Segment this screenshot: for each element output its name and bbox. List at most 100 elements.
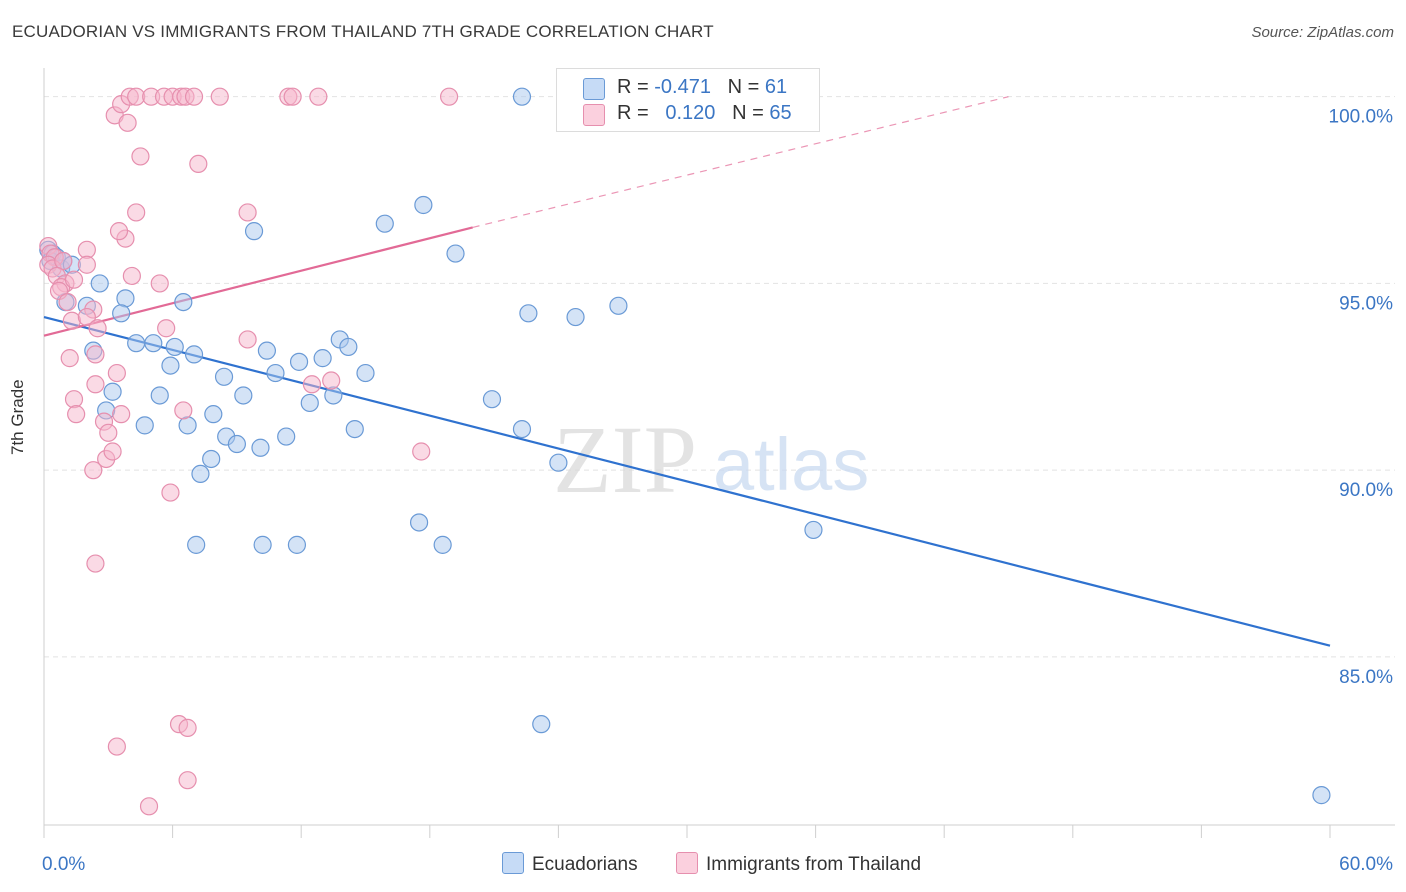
y-tick-label-0: 100.0% xyxy=(1329,107,1394,128)
point-0-41 xyxy=(202,449,221,469)
point-1-31 xyxy=(112,405,131,424)
n-label: N = xyxy=(727,76,760,98)
point-1-42 xyxy=(412,442,431,461)
point-0-20 xyxy=(234,386,253,405)
point-1-5 xyxy=(54,251,73,271)
point-1-37 xyxy=(161,483,180,502)
point-0-27 xyxy=(289,352,309,371)
point-1-66 xyxy=(139,797,159,816)
point-1-13 xyxy=(58,293,77,312)
point-0-37 xyxy=(227,434,246,454)
point-0-32 xyxy=(300,393,319,413)
point-0-52 xyxy=(549,453,568,472)
point-1-57 xyxy=(283,87,302,106)
point-0-38 xyxy=(251,438,270,457)
point-0-30 xyxy=(339,337,358,357)
point-0-13 xyxy=(127,334,146,353)
chart-title: ECUADORIAN VS IMMIGRANTS FROM THAILAND 7… xyxy=(12,22,714,41)
point-1-32 xyxy=(99,423,118,442)
point-1-27 xyxy=(107,363,126,383)
point-1-24 xyxy=(86,345,105,364)
point-0-40 xyxy=(345,419,364,439)
data-points xyxy=(39,87,1331,816)
trend-lines xyxy=(43,96,1331,647)
point-1-59 xyxy=(439,87,459,106)
y-tick-label-3: 85.0% xyxy=(1339,667,1393,688)
point-0-34 xyxy=(135,416,154,435)
point-0-46 xyxy=(519,304,538,323)
point-1-16 xyxy=(77,307,96,327)
point-1-22 xyxy=(150,274,169,293)
point-1-19 xyxy=(109,222,129,241)
point-1-25 xyxy=(60,349,79,368)
point-1-55 xyxy=(210,87,229,106)
point-1-20 xyxy=(127,203,146,222)
legend-swatch-blue xyxy=(502,852,524,874)
point-0-33 xyxy=(324,386,343,405)
point-1-17 xyxy=(88,319,107,338)
point-0-51 xyxy=(512,419,532,439)
y-tick-label-2: 90.0% xyxy=(1339,480,1393,501)
point-1-41 xyxy=(322,371,341,390)
point-0-47 xyxy=(566,307,585,327)
trend-line-0 xyxy=(43,315,1331,647)
r-value-ecuadorians: -0.471 xyxy=(654,76,711,98)
point-0-56 xyxy=(409,513,429,532)
legend-swatch-pink xyxy=(676,852,698,874)
point-1-61 xyxy=(189,154,208,174)
point-1-12 xyxy=(77,255,96,274)
point-0-43 xyxy=(375,214,394,233)
legend-swatch-blue xyxy=(583,78,605,100)
n-value-ecuadorians: 61 xyxy=(764,76,788,98)
point-1-15 xyxy=(62,311,81,330)
r-label: R = xyxy=(617,76,649,98)
series-1 xyxy=(39,87,459,816)
point-1-39 xyxy=(238,330,257,349)
watermark: ZIP atlas xyxy=(553,406,869,513)
point-0-60 xyxy=(532,715,551,734)
point-0-53 xyxy=(187,535,206,554)
watermark-atlas: atlas xyxy=(713,423,869,506)
tick-labels: 100.0% 95.0% 90.0% 85.0% 0.0% 60.0% xyxy=(42,107,1393,875)
point-0-26 xyxy=(266,363,285,383)
n-value-thailand: 65 xyxy=(769,102,792,124)
point-1-33 xyxy=(174,401,193,420)
point-0-61 xyxy=(1312,786,1331,805)
point-0-57 xyxy=(433,535,452,554)
legend-swatch-pink xyxy=(583,104,605,126)
point-1-29 xyxy=(67,405,86,424)
point-0-25 xyxy=(257,341,277,360)
point-1-63 xyxy=(178,718,197,737)
y-axis-label: 7th Grade xyxy=(8,379,27,455)
correlation-legend: R = -0.471 N = 61 R = 0.120 N = 65 xyxy=(556,68,820,132)
axes xyxy=(43,68,1395,838)
point-0-31 xyxy=(356,363,375,383)
point-1-35 xyxy=(103,442,122,461)
n-label: N = xyxy=(732,102,764,124)
point-0-8 xyxy=(90,274,109,293)
point-0-14 xyxy=(144,334,163,353)
legend-item-thailand: Immigrants from Thailand xyxy=(676,852,921,876)
point-0-55 xyxy=(287,535,307,554)
series-legend: Ecuadorians Immigrants from Thailand xyxy=(0,852,1406,876)
point-0-9 xyxy=(116,289,135,308)
point-1-21 xyxy=(122,266,141,286)
point-0-54 xyxy=(253,535,272,554)
watermark-zip: ZIP xyxy=(553,406,697,513)
point-1-36 xyxy=(84,461,103,480)
point-0-11 xyxy=(112,304,131,323)
point-1-23 xyxy=(157,319,176,338)
r-value-thailand: 0.120 xyxy=(665,102,716,124)
point-1-26 xyxy=(86,375,105,394)
point-0-44 xyxy=(414,195,433,215)
point-1-38 xyxy=(238,203,257,222)
point-1-28 xyxy=(64,390,84,409)
point-0-39 xyxy=(277,427,296,446)
gridlines xyxy=(44,96,1395,658)
point-1-43 xyxy=(86,554,105,573)
point-1-46 xyxy=(118,113,137,132)
point-1-64 xyxy=(107,737,126,756)
point-0-49 xyxy=(244,222,264,241)
point-1-65 xyxy=(178,771,197,790)
